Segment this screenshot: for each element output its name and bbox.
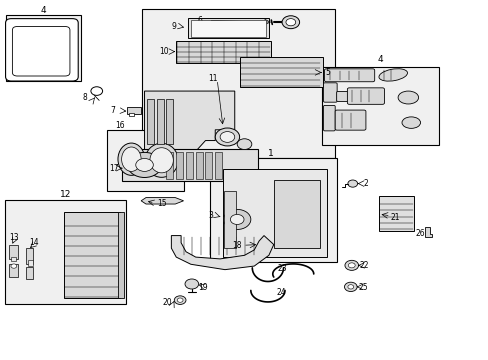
Bar (5, 15, 81, 81)
Circle shape (344, 282, 356, 292)
Text: 24: 24 (276, 288, 285, 297)
Bar (122, 149, 258, 181)
Text: 5: 5 (325, 68, 329, 77)
Bar (222, 169, 327, 257)
Bar (107, 130, 183, 192)
Text: 9: 9 (171, 22, 176, 31)
Text: 25: 25 (358, 283, 367, 292)
Text: 26: 26 (414, 229, 424, 238)
Text: 3: 3 (208, 211, 213, 220)
Text: 20: 20 (163, 298, 172, 307)
Text: 10: 10 (159, 47, 168, 56)
Bar (273, 180, 320, 248)
Text: 1: 1 (268, 149, 274, 158)
Circle shape (177, 298, 183, 302)
Circle shape (237, 139, 251, 149)
Bar (64, 212, 120, 298)
Text: 14: 14 (29, 238, 39, 247)
FancyBboxPatch shape (323, 105, 334, 131)
Bar (185, 152, 192, 179)
Circle shape (347, 285, 353, 289)
Bar (378, 196, 413, 231)
Bar (215, 152, 222, 179)
Circle shape (347, 180, 357, 187)
Circle shape (220, 132, 234, 142)
Bar (210, 158, 336, 262)
Circle shape (127, 152, 161, 177)
Bar (190, 20, 266, 37)
Bar (142, 9, 334, 158)
Bar (127, 107, 141, 114)
Bar (9, 264, 18, 277)
Text: 19: 19 (198, 283, 207, 292)
Text: 8: 8 (82, 93, 87, 102)
Text: 4: 4 (41, 6, 46, 15)
Bar (224, 191, 236, 248)
FancyBboxPatch shape (12, 27, 70, 76)
Bar (26, 267, 33, 279)
Bar (166, 152, 173, 179)
Bar (176, 152, 183, 179)
Text: 15: 15 (157, 199, 166, 208)
Circle shape (91, 87, 102, 95)
Bar (188, 18, 268, 39)
Text: 23: 23 (277, 265, 287, 274)
Polygon shape (171, 235, 273, 270)
Bar (9, 244, 18, 259)
Text: 7: 7 (110, 106, 115, 115)
Bar (195, 152, 202, 179)
Ellipse shape (397, 91, 418, 104)
Text: 21: 21 (390, 213, 400, 222)
Ellipse shape (401, 117, 420, 129)
Polygon shape (141, 198, 183, 204)
Circle shape (215, 128, 239, 146)
Circle shape (347, 263, 354, 268)
FancyBboxPatch shape (336, 91, 347, 102)
Ellipse shape (145, 143, 178, 177)
Circle shape (136, 158, 153, 171)
Bar (176, 41, 271, 63)
Circle shape (223, 210, 250, 229)
Ellipse shape (150, 148, 173, 173)
Text: 2: 2 (362, 179, 367, 188)
Text: 6: 6 (197, 16, 202, 25)
FancyBboxPatch shape (334, 110, 365, 130)
Ellipse shape (118, 143, 144, 175)
Text: 16: 16 (115, 121, 124, 130)
FancyBboxPatch shape (5, 19, 78, 81)
Ellipse shape (122, 147, 141, 171)
Bar (147, 99, 154, 144)
Bar (239, 57, 322, 87)
Bar (321, 67, 438, 145)
Circle shape (174, 296, 185, 305)
Polygon shape (144, 91, 234, 156)
FancyBboxPatch shape (323, 83, 336, 102)
Circle shape (230, 215, 244, 225)
Text: 17: 17 (109, 164, 119, 173)
Text: 22: 22 (359, 261, 368, 270)
Text: 18: 18 (232, 241, 242, 250)
Text: 12: 12 (60, 190, 71, 199)
Bar (166, 99, 173, 144)
Circle shape (282, 16, 299, 29)
Bar (11, 257, 16, 261)
Bar (129, 113, 134, 116)
Circle shape (184, 279, 198, 289)
Bar (28, 260, 33, 266)
Polygon shape (424, 226, 431, 237)
Text: 4: 4 (376, 55, 382, 64)
Bar (26, 248, 33, 264)
Bar (118, 212, 123, 298)
Text: 11: 11 (207, 75, 217, 84)
Circle shape (285, 19, 295, 26)
Bar (205, 152, 212, 179)
Circle shape (11, 264, 17, 268)
Text: 13: 13 (9, 233, 19, 242)
Bar (157, 99, 163, 144)
FancyBboxPatch shape (324, 69, 374, 82)
FancyBboxPatch shape (346, 88, 384, 104)
Circle shape (344, 260, 358, 270)
Bar (4, 200, 126, 304)
Ellipse shape (378, 69, 407, 81)
